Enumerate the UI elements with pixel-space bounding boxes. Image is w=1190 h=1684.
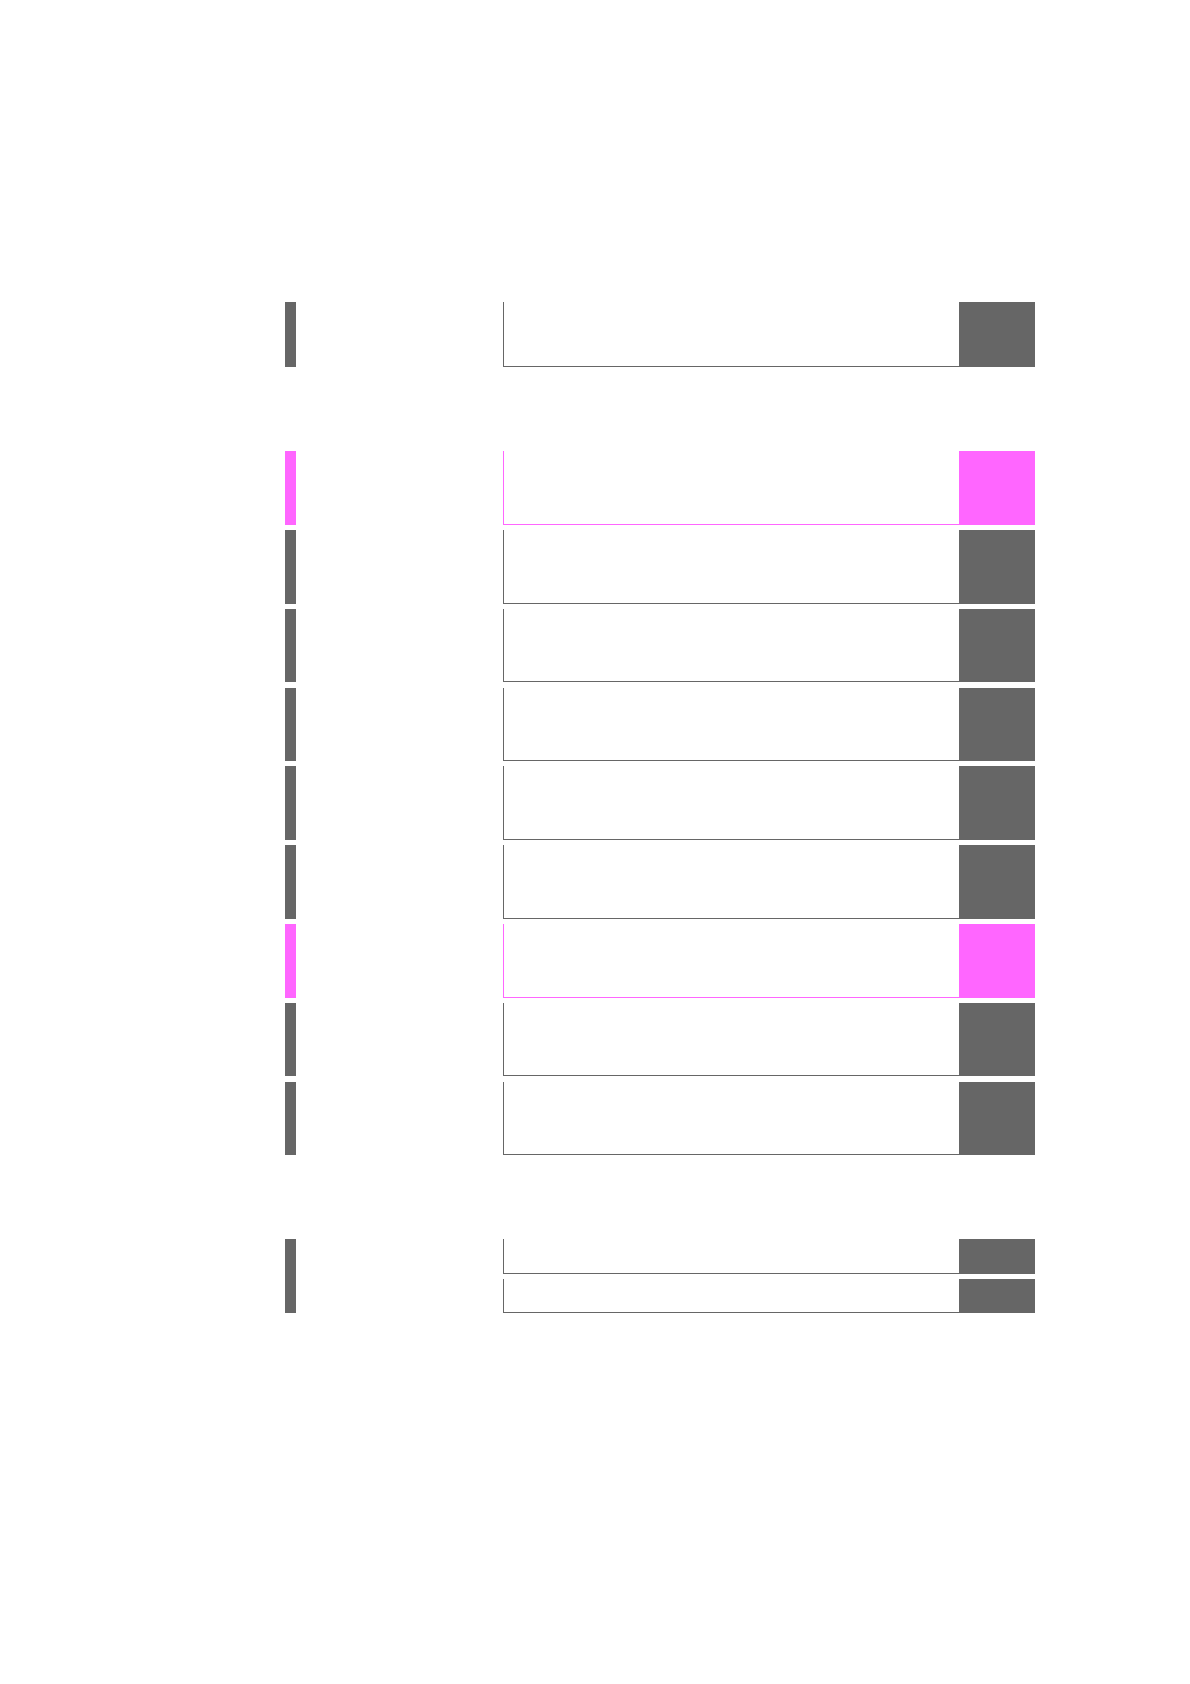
- section-marker-bar: [285, 609, 296, 682]
- chapter-tab[interactable]: [959, 302, 1035, 367]
- toc-entry[interactable]: [503, 1003, 1035, 1076]
- toc-entry[interactable]: [503, 1279, 1035, 1313]
- toc-entry[interactable]: [503, 845, 1035, 919]
- toc-entry[interactable]: [503, 1082, 1035, 1155]
- chapter-tab[interactable]: [959, 1082, 1035, 1155]
- section-marker-bar: [285, 1239, 296, 1313]
- toc-entry[interactable]: [503, 1239, 1035, 1274]
- chapter-tab[interactable]: [959, 924, 1035, 998]
- chapter-tab[interactable]: [959, 1279, 1035, 1313]
- section-marker-bar: [285, 302, 296, 367]
- chapter-tab[interactable]: [959, 845, 1035, 919]
- toc-entry[interactable]: [503, 924, 1035, 998]
- chapter-tab[interactable]: [959, 1239, 1035, 1274]
- toc-entry[interactable]: [503, 609, 1035, 682]
- section-marker-bar: [285, 530, 296, 604]
- toc-entry[interactable]: [503, 302, 1035, 367]
- chapter-tab[interactable]: [959, 1003, 1035, 1076]
- section-marker-bar: [285, 688, 296, 761]
- section-marker-bar: [285, 1082, 296, 1155]
- section-marker-bar: [285, 1003, 296, 1076]
- section-marker-bar: [285, 766, 296, 840]
- chapter-tab[interactable]: [959, 766, 1035, 840]
- chapter-tab[interactable]: [959, 451, 1035, 525]
- chapter-tab[interactable]: [959, 530, 1035, 604]
- chapter-tab[interactable]: [959, 609, 1035, 682]
- toc-entry[interactable]: [503, 688, 1035, 761]
- toc-entry[interactable]: [503, 766, 1035, 840]
- toc-entry[interactable]: [503, 451, 1035, 525]
- section-marker-bar: [285, 924, 296, 998]
- section-marker-bar: [285, 845, 296, 919]
- chapter-tab[interactable]: [959, 688, 1035, 761]
- toc-entry[interactable]: [503, 530, 1035, 604]
- section-marker-bar: [285, 451, 296, 525]
